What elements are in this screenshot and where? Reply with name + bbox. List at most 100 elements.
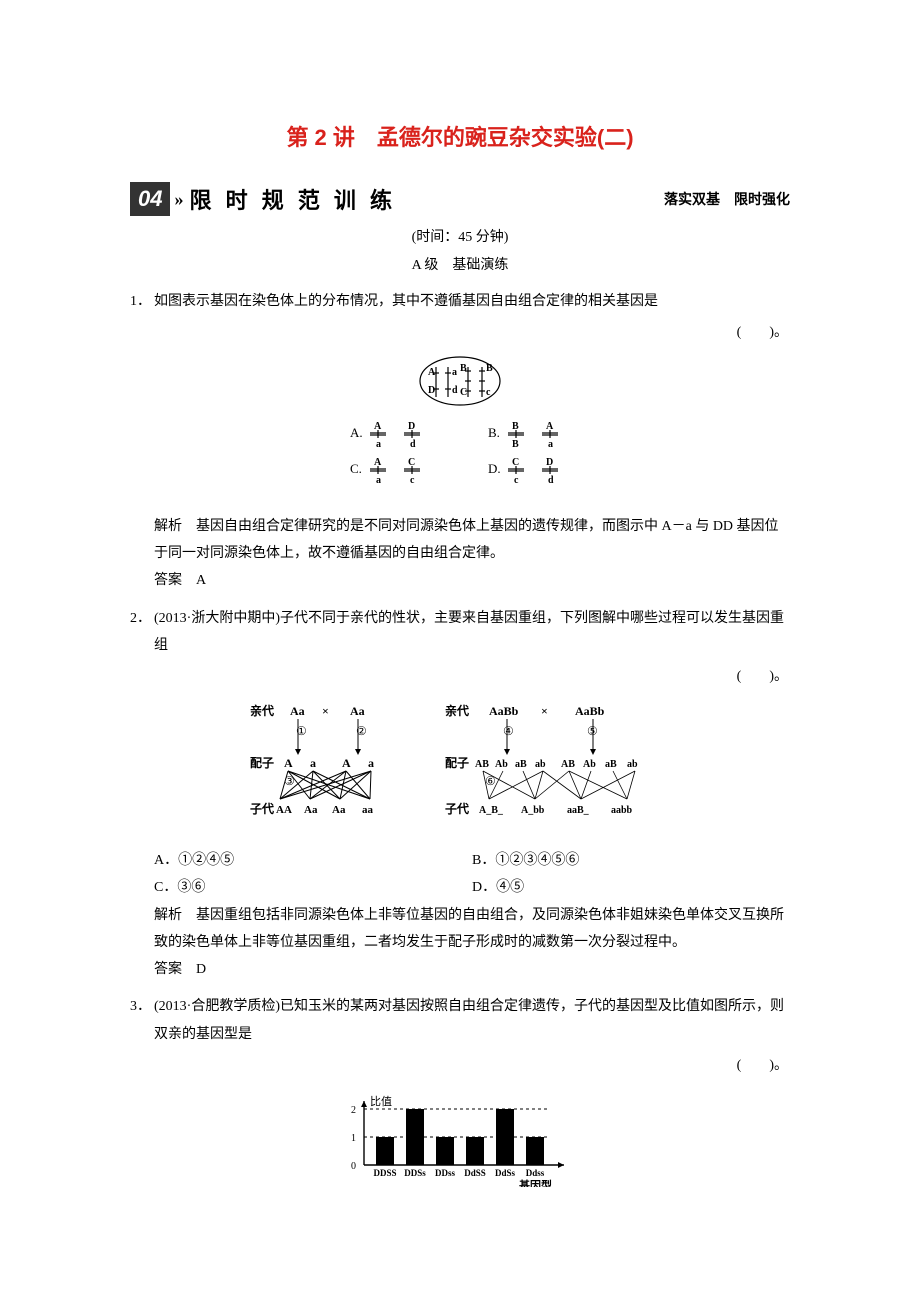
svg-text:aabb: aabb <box>611 805 633 816</box>
svg-text:0: 0 <box>351 1161 356 1172</box>
svg-text:aB: aB <box>605 759 617 770</box>
svg-text:A_bb: A_bb <box>521 805 545 816</box>
svg-text:④: ④ <box>503 724 514 738</box>
q3-chart: 0 1 2 比值 DDSS DDSs DDss DdSS DdSs Ddss基因型 <box>130 1087 790 1197</box>
q1-blank: ( )。 <box>130 319 790 346</box>
svg-text:DdSs: DdSs <box>495 1168 516 1178</box>
svg-text:DDSs: DDSs <box>404 1168 426 1178</box>
svg-text:A: A <box>374 457 382 468</box>
q1-answer: 答案 A <box>154 567 790 594</box>
chevron-icon: » <box>174 189 183 210</box>
svg-text:DdSS: DdSS <box>464 1168 486 1178</box>
svg-text:比值: 比值 <box>370 1095 392 1108</box>
q2-blank: ( )。 <box>130 663 790 690</box>
svg-text:a: a <box>376 439 381 450</box>
level-label: A 级 基础演练 <box>130 254 790 274</box>
q2-optB: B．①②③④⑤⑥ <box>472 847 790 874</box>
svg-text:a: a <box>548 439 553 450</box>
page-title: 第 2 讲 孟德尔的豌豆杂交实验(二) <box>130 120 790 152</box>
q2-figure: 亲代 Aa × Aa ① ② 配子 A a A <box>130 699 790 839</box>
question-2: 2． (2013·浙大附中期中)子代不同于亲代的性状，主要来自基因重组，下列图解… <box>130 605 790 984</box>
q1-fig-D: D <box>428 385 435 396</box>
q1-optC-label: C. <box>350 461 362 476</box>
q2-number: 2． <box>130 605 154 660</box>
svg-text:Ddss: Ddss <box>526 1168 545 1178</box>
q2-answer: 答案 D <box>154 956 790 983</box>
svg-text:aa: aa <box>362 804 374 816</box>
svg-text:A: A <box>374 421 382 432</box>
svg-text:D: D <box>546 457 553 468</box>
svg-text:aB: aB <box>515 759 527 770</box>
svg-text:子代: 子代 <box>445 801 469 816</box>
svg-text:AaBb: AaBb <box>489 704 519 718</box>
svg-text:ab: ab <box>535 759 546 770</box>
q3-text: (2013·合肥教学质检)已知玉米的某两对基因按照自由组合定律遗传，子代的基因型… <box>154 993 790 1048</box>
svg-text:×: × <box>322 704 329 718</box>
svg-text:AA: AA <box>276 804 292 816</box>
svg-text:a: a <box>368 756 374 770</box>
svg-text:基因型: 基因型 <box>518 1178 552 1187</box>
svg-text:×: × <box>541 704 548 718</box>
q1-optB-label: B. <box>488 425 500 440</box>
q1-fig-B1: B <box>460 363 467 374</box>
q1-fig-C: C <box>460 387 467 398</box>
svg-text:DDSS: DDSS <box>373 1168 396 1178</box>
q2-text: (2013·浙大附中期中)子代不同于亲代的性状，主要来自基因重组，下列图解中哪些… <box>154 605 790 660</box>
question-1: 1． 如图表示基因在染色体上的分布情况，其中不遵循基因自由组合定律的相关基因是 … <box>130 288 790 595</box>
q1-fig-c: c <box>486 387 491 398</box>
svg-text:c: c <box>514 475 519 486</box>
svg-text:2: 2 <box>351 1105 356 1116</box>
svg-text:B: B <box>512 421 519 432</box>
question-3: 3． (2013·合肥教学质检)已知玉米的某两对基因按照自由组合定律遗传，子代的… <box>130 993 790 1197</box>
svg-text:A: A <box>284 756 293 770</box>
svg-text:c: c <box>410 475 415 486</box>
svg-text:⑥: ⑥ <box>485 774 496 788</box>
svg-text:③: ③ <box>284 774 295 788</box>
q1-explain: 解析 基因自由组合定律研究的是不同对同源染色体上基因的遗传规律，而图示中 A－a… <box>154 513 790 568</box>
section-subtitle: 落实双基 限时强化 <box>664 189 790 209</box>
svg-text:AB: AB <box>475 759 489 770</box>
q2-optC: C．③⑥ <box>154 874 472 901</box>
time-limit: (时间：45 分钟) <box>130 226 790 246</box>
q1-fig-d: d <box>452 385 458 396</box>
q3-number: 3． <box>130 993 154 1048</box>
svg-text:DDss: DDss <box>435 1168 456 1178</box>
q2-explain: 解析 基因重组包括非同源染色体上非等位基因的自由组合，及同源染色体非姐妹染色单体… <box>154 902 790 957</box>
q1-number: 1． <box>130 288 154 315</box>
svg-text:Aa: Aa <box>332 804 346 816</box>
svg-text:A: A <box>342 756 351 770</box>
svg-text:C: C <box>408 457 415 468</box>
q3-blank: ( )。 <box>130 1052 790 1079</box>
svg-text:ab: ab <box>627 759 638 770</box>
svg-text:a: a <box>376 475 381 486</box>
q2-optD: D．④⑤ <box>472 874 790 901</box>
svg-text:B: B <box>512 439 519 450</box>
q1-optA-label: A. <box>350 425 363 440</box>
svg-text:A: A <box>546 421 554 432</box>
svg-text:Ab: Ab <box>583 759 596 770</box>
svg-text:亲代: 亲代 <box>445 703 469 718</box>
q2-optA: A．①②④⑤ <box>154 847 472 874</box>
svg-text:配子: 配子 <box>445 755 469 770</box>
section-name: 限 时 规 范 训 练 <box>189 183 396 215</box>
q1-figure: A a D d B B C c A. A a D d B <box>130 355 790 505</box>
q1-text: 如图表示基因在染色体上的分布情况，其中不遵循基因自由组合定律的相关基因是 <box>154 288 790 315</box>
svg-text:a: a <box>310 756 316 770</box>
q1-fig-A: A <box>428 367 436 378</box>
svg-text:⑤: ⑤ <box>587 724 598 738</box>
svg-text:aaB_: aaB_ <box>567 805 590 816</box>
svg-text:1: 1 <box>351 1133 356 1144</box>
svg-text:亲代: 亲代 <box>250 703 274 718</box>
svg-text:D: D <box>408 421 415 432</box>
svg-text:Aa: Aa <box>350 704 365 718</box>
svg-text:Aa: Aa <box>304 804 318 816</box>
svg-text:子代: 子代 <box>250 801 274 816</box>
svg-text:AB: AB <box>561 759 575 770</box>
q2-options-row1: A．①②④⑤ B．①②③④⑤⑥ <box>154 847 790 874</box>
q2-options-row2: C．③⑥ D．④⑤ <box>154 874 790 901</box>
svg-text:AaBb: AaBb <box>575 704 605 718</box>
q1-optD-label: D. <box>488 461 501 476</box>
section-number-box: 04 <box>130 182 170 216</box>
svg-text:d: d <box>548 475 554 486</box>
svg-text:d: d <box>410 439 416 450</box>
